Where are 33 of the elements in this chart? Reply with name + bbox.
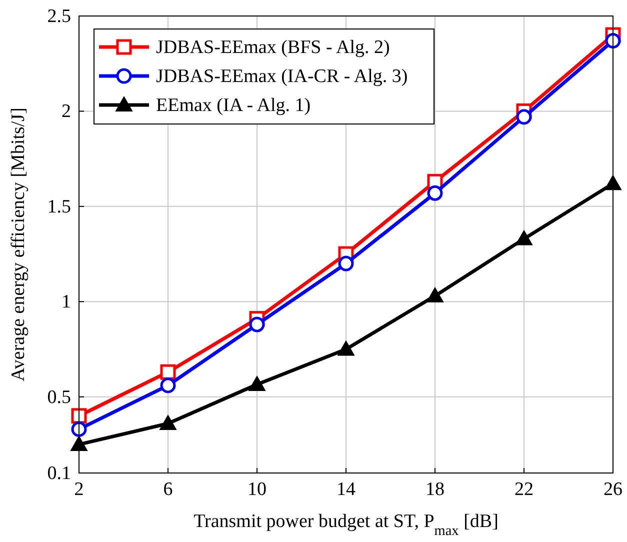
point xyxy=(71,408,87,424)
point xyxy=(516,109,532,125)
point xyxy=(604,175,622,190)
point xyxy=(249,316,265,332)
x-tick-label: 26 xyxy=(604,479,622,500)
legend-label: JDBAS-EEmax (IA-CR - Alg. 3) xyxy=(156,66,408,87)
point xyxy=(160,378,176,394)
point xyxy=(338,256,354,272)
y-tick-label: 1 xyxy=(62,292,71,313)
x-axis-title: Transmit power budget at ST, P$_{max}$ [dB] xyxy=(194,511,498,539)
point xyxy=(70,436,88,451)
y-tick-label: 0.5 xyxy=(47,386,71,408)
point xyxy=(71,421,87,437)
point xyxy=(426,287,444,302)
y-tick-label: 1.5 xyxy=(47,196,71,218)
legend-label: JDBAS-EEmax (BFS - Alg. 2) xyxy=(156,37,390,58)
point xyxy=(160,364,176,380)
point xyxy=(605,33,621,49)
y-axis-title: Average energy efficiency [Mbits/J] xyxy=(8,108,29,382)
point xyxy=(248,376,266,391)
x-tick-label: 22 xyxy=(514,479,534,500)
x-tick-label: 14 xyxy=(336,479,356,500)
point xyxy=(160,414,176,430)
point xyxy=(338,340,354,356)
y-tick-label: 0.1 xyxy=(47,463,71,484)
x-tick-label: 18 xyxy=(426,479,444,500)
x-tick-label: 10 xyxy=(248,479,266,500)
point xyxy=(516,230,532,246)
legend-label: EEmax (IA - Alg. 1) xyxy=(156,95,311,116)
y-tick-label: 2 xyxy=(62,101,71,122)
x-tick-label: 6 xyxy=(163,479,173,500)
point xyxy=(427,185,443,201)
y-tick-label: 2.5 xyxy=(47,6,71,27)
